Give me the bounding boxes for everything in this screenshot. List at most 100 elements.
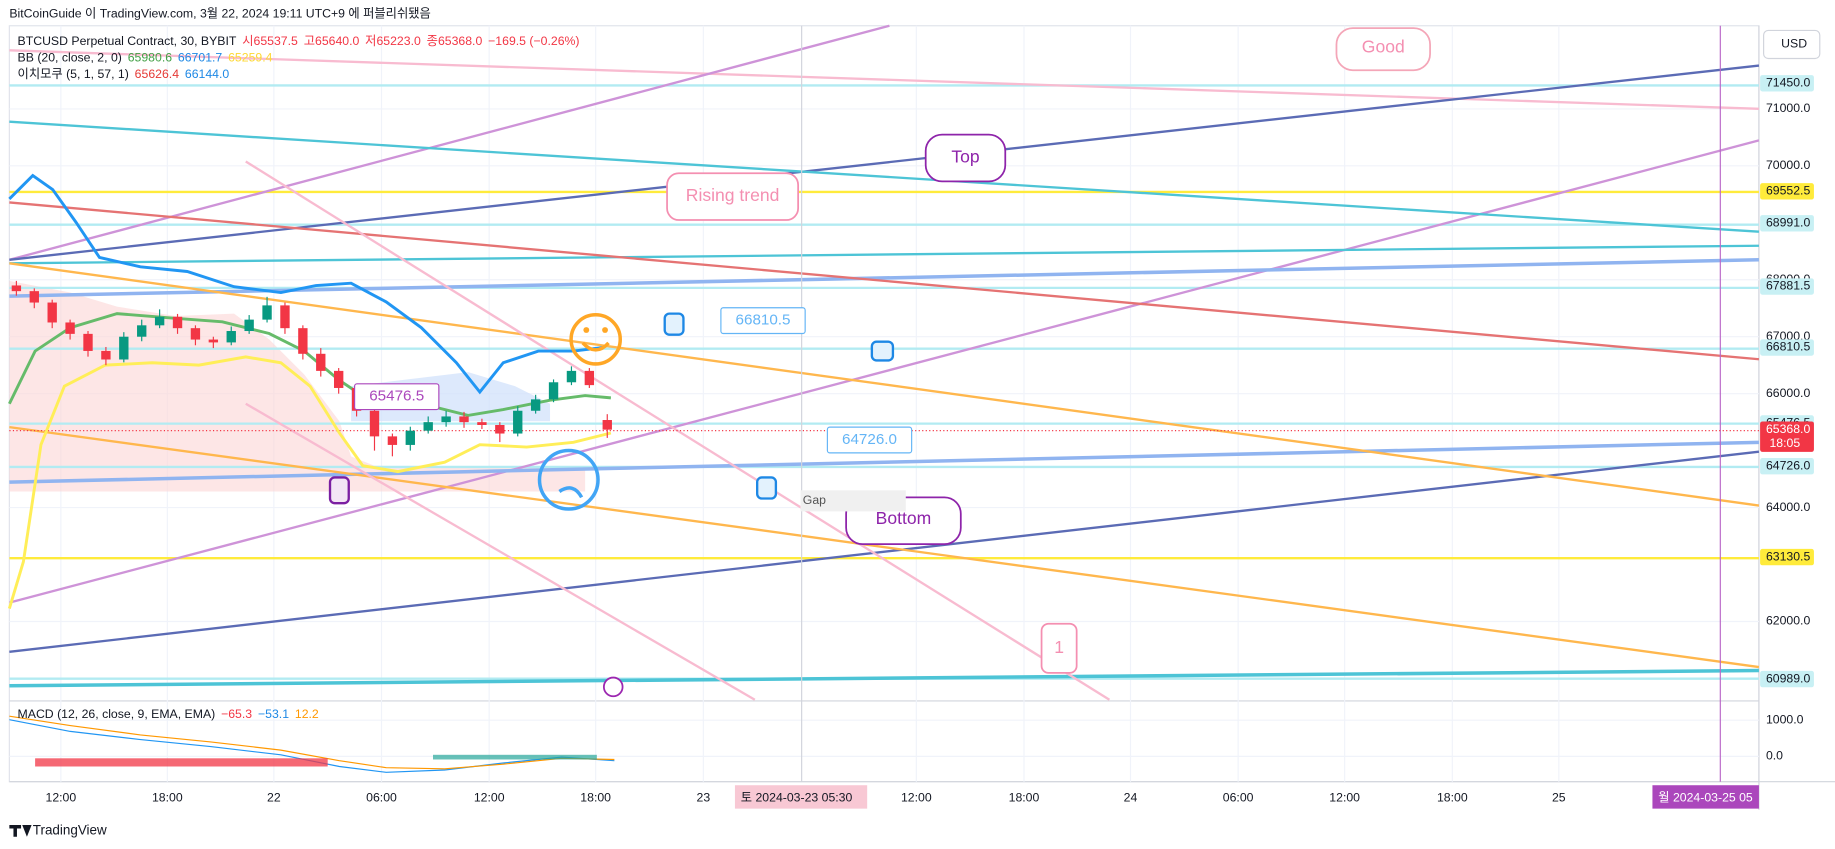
- price-tick-label: 64000.0: [1766, 500, 1811, 514]
- currency-button[interactable]: [1763, 29, 1821, 60]
- hand-icon: [663, 312, 685, 336]
- trend-line: [9, 24, 890, 261]
- candle-body: [459, 416, 469, 423]
- candle-body: [405, 430, 415, 445]
- time-label: 22: [267, 790, 281, 804]
- candle-body: [280, 305, 290, 329]
- price-tag: [1760, 75, 1814, 92]
- indicator-name: BB (20, close, 2, 0): [18, 51, 122, 65]
- publish-line: BitCoinGuide 이 TradingView.com, 3월 22, 2…: [9, 6, 430, 20]
- callout: [1040, 622, 1078, 674]
- event-icon[interactable]: [602, 676, 624, 698]
- time-label: 18:00: [580, 790, 611, 804]
- candle-body: [65, 322, 75, 334]
- time-label: 12:00: [1329, 790, 1360, 804]
- trend-line: [9, 262, 1760, 507]
- price-tag: [1760, 548, 1814, 566]
- indicator-name: MACD (12, 26, close, 9, EMA, EMA): [18, 707, 216, 721]
- price-tag: [1760, 421, 1814, 452]
- price-note-text: 65476.5: [369, 388, 424, 405]
- callout: [1335, 27, 1431, 72]
- gap-box: [800, 490, 906, 512]
- time-highlight: [1652, 785, 1759, 809]
- price-tag-label: 68991.0: [1766, 216, 1811, 230]
- price-tag-label: 64726.0: [1766, 458, 1811, 472]
- time-label: 06:00: [1223, 790, 1254, 804]
- open: 시65537.5: [242, 34, 298, 48]
- candle-body: [495, 424, 505, 434]
- candle-body: [119, 336, 129, 360]
- price-tag-label: 63130.5: [1766, 549, 1811, 563]
- candle-body: [154, 316, 165, 326]
- callout-text: Good: [1362, 37, 1405, 57]
- currency: USD: [1781, 37, 1807, 51]
- axes: 71000.070000.068000.067000.066000.064000…: [46, 75, 1814, 809]
- annotations: Good Top Rising trend Bottom 1 66810.5 6…: [328, 27, 1431, 698]
- time-label: 12:00: [46, 790, 77, 804]
- candle-body: [423, 422, 433, 431]
- symbol-legend: BTCUSD Perpetual Contract, 30, BYBIT 시655…: [18, 34, 580, 48]
- trend-line: [9, 201, 1760, 361]
- macd-histogram: [35, 758, 328, 767]
- drawings: [9, 24, 1760, 782]
- ichimoku-cloud: [9, 280, 586, 492]
- callout-text: 1: [1054, 637, 1064, 657]
- time-label: 06:00: [366, 790, 397, 804]
- price-tag-label: 65368.0: [1766, 422, 1811, 436]
- time-highlight-label: 월 2024-03-25 05: [1658, 790, 1753, 804]
- trend-line: [9, 668, 1759, 688]
- indicator-value: 66144.0: [185, 67, 230, 81]
- bb-upper: [8, 173, 603, 395]
- candle-body: [137, 325, 147, 337]
- trend-line: [9, 244, 1759, 265]
- candle-body: [208, 339, 219, 343]
- callout: [924, 133, 1007, 183]
- price-tag-label: 67881.5: [1766, 279, 1811, 293]
- smiley-eye: [583, 327, 590, 333]
- price-tick-label: 71000.0: [1766, 101, 1811, 115]
- time-label: 18:00: [152, 790, 183, 804]
- macd-legend: MACD (12, 26, close, 9, EMA, EMA) −65.3 −5…: [18, 707, 319, 721]
- time-label: 18:00: [1437, 790, 1468, 804]
- candle-body: [530, 399, 541, 411]
- price-tag: [1760, 670, 1814, 688]
- macd-line: [9, 719, 615, 773]
- price-tick-label: 70000.0: [1766, 158, 1811, 172]
- confused-mouth: [558, 486, 584, 499]
- candle-body: [226, 331, 236, 343]
- candle-body: [602, 420, 612, 430]
- price-tag: [1760, 183, 1814, 200]
- confused-icon: [537, 448, 600, 511]
- candle-body: [190, 328, 201, 340]
- price-note-text: 64726.0: [842, 431, 897, 448]
- price-tag-label: 60989.0: [1766, 671, 1811, 685]
- trend-line: [9, 139, 1760, 604]
- low: 저65223.0: [365, 34, 421, 48]
- candle-body: [172, 316, 183, 329]
- price-tag-label: 71450.0: [1766, 76, 1811, 90]
- time-highlight: [734, 785, 868, 809]
- candle-body: [513, 410, 523, 434]
- high: 고65640.0: [304, 34, 360, 48]
- close: 종65368.0: [427, 34, 483, 48]
- macd-tick-label: 1000.0: [1766, 712, 1804, 726]
- hand-icon: [756, 476, 778, 500]
- smiley-eye: [602, 327, 608, 333]
- bb-lower: [7, 355, 612, 609]
- hand-icon: [328, 476, 350, 505]
- time-label: 25: [1552, 790, 1566, 804]
- candle-body: [369, 410, 380, 437]
- trend-line: [9, 425, 1760, 669]
- candle-body: [244, 319, 254, 332]
- hand-icon: [870, 340, 895, 362]
- candle-body: [47, 302, 57, 323]
- price-tick-label: 62000.0: [1766, 614, 1811, 628]
- trend-line: [245, 402, 756, 701]
- smiley-mouth: [581, 341, 610, 352]
- indicator-value: 65259.4: [228, 51, 273, 65]
- candle-body: [262, 305, 272, 320]
- callout-text: Rising trend: [686, 185, 780, 205]
- candle-body: [316, 353, 326, 371]
- candle-body: [298, 328, 308, 354]
